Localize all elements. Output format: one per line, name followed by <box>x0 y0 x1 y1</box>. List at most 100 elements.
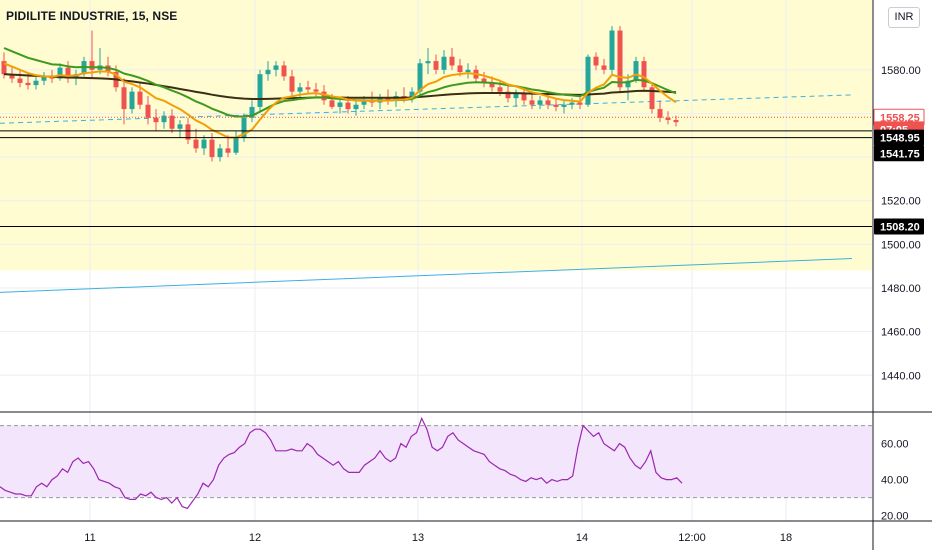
price-tag-label: 1558.25 <box>880 112 920 124</box>
candle-body <box>129 91 135 110</box>
candle-body <box>409 91 415 99</box>
candle-body <box>305 87 311 90</box>
price-tick-label: 1580.00 <box>881 65 921 77</box>
candle-body <box>529 100 535 105</box>
candle-body <box>521 93 527 101</box>
candle-body <box>601 65 607 70</box>
candle-body <box>561 104 567 107</box>
candle-body <box>449 56 455 66</box>
candle-body <box>89 61 95 70</box>
price-tag-box <box>874 129 924 146</box>
candle-body <box>441 56 447 70</box>
price-tick-label: 1480.00 <box>881 283 921 295</box>
candle-body <box>489 82 495 88</box>
price-tag-level: 1548.95 <box>874 129 924 146</box>
candle-body <box>617 30 623 88</box>
ema-fast-line <box>3 62 677 139</box>
rsi-tick-label: 40.00 <box>881 475 909 487</box>
grid-lines <box>0 0 872 521</box>
candle-body <box>425 61 431 64</box>
candle-body <box>385 98 391 101</box>
candle-body <box>241 117 247 138</box>
candle-body <box>9 74 15 79</box>
candle-body <box>545 100 551 105</box>
rsi-line <box>0 416 683 510</box>
candle-body <box>537 100 543 105</box>
candle-body <box>193 139 199 149</box>
candle-body <box>457 65 463 72</box>
candle-body <box>609 30 615 70</box>
candle-body <box>361 100 367 105</box>
ema-mid-line <box>3 47 677 118</box>
trendlines <box>0 94 853 293</box>
candle-body <box>281 65 287 77</box>
candle-body <box>665 117 671 120</box>
candle-body <box>345 102 351 110</box>
candle-body <box>265 69 271 75</box>
candle-body <box>249 106 255 118</box>
chart-background <box>0 0 872 271</box>
price-tag-level: 1508.20 <box>874 218 924 235</box>
candle-body <box>649 87 655 110</box>
price-tag-label: 1548.95 <box>880 133 920 145</box>
candle-body <box>121 87 127 110</box>
candle-body <box>633 61 639 81</box>
candle-body <box>657 109 663 118</box>
candle-body <box>321 91 327 101</box>
candle-body <box>593 56 599 66</box>
candle-body <box>153 117 159 123</box>
candle-body <box>337 102 343 107</box>
candle-body <box>553 104 559 107</box>
horizontal-levels <box>0 116 872 227</box>
candle-body <box>625 80 631 88</box>
candle-body <box>481 78 487 83</box>
candle-body <box>257 74 263 107</box>
price-tick-label: 1520.00 <box>881 196 921 208</box>
demand-zone <box>0 0 872 271</box>
candle-body <box>137 91 143 105</box>
rsi-tick-label: 20.00 <box>881 511 909 523</box>
candle-body <box>641 61 647 88</box>
symbol-title: PIDILITE INDUSTRIE, 15, NSE <box>6 9 178 23</box>
candle-body <box>177 124 183 129</box>
trendline-support <box>0 258 853 293</box>
candle-body <box>161 115 167 123</box>
candle-body <box>1 61 7 75</box>
candle-body <box>585 56 591 105</box>
time-tick-label: 11 <box>84 532 95 544</box>
price-tick-label: 1440.00 <box>881 370 921 382</box>
candle-body <box>673 120 679 123</box>
trendline-rising-channel <box>0 94 853 124</box>
price-tag-box <box>874 145 924 162</box>
candle-body <box>57 67 63 79</box>
rsi-band-fill <box>0 425 872 498</box>
price-tag-box <box>874 218 924 235</box>
candle-body <box>353 104 359 110</box>
candle-body <box>25 82 31 86</box>
currency-button[interactable]: INR <box>888 7 920 28</box>
candle-body <box>297 87 303 92</box>
candle-body <box>201 139 207 149</box>
time-tick-label: 14 <box>576 532 588 544</box>
price-tag-level: 1541.75 <box>874 145 924 162</box>
time-tick-label: 12:00 <box>678 532 706 544</box>
candle-body <box>169 115 175 129</box>
price-tag-label: 1508.20 <box>880 221 920 233</box>
candle-body <box>505 91 511 99</box>
price-tick-label: 1460.00 <box>881 327 921 339</box>
price-tag-label: 1541.75 <box>880 148 920 160</box>
candle-body <box>273 65 279 70</box>
candle-body <box>433 61 439 70</box>
candle-body <box>513 93 519 99</box>
candle-body <box>185 124 191 140</box>
candle-body <box>329 100 335 107</box>
price-tag-last-price: 1558.25 <box>873 108 925 126</box>
candle-body <box>17 78 23 83</box>
moving-averages <box>3 47 677 139</box>
candle-body <box>225 148 231 153</box>
time-tick-label: 12 <box>249 532 261 544</box>
candle-body <box>569 102 575 105</box>
candle-body <box>313 89 319 92</box>
